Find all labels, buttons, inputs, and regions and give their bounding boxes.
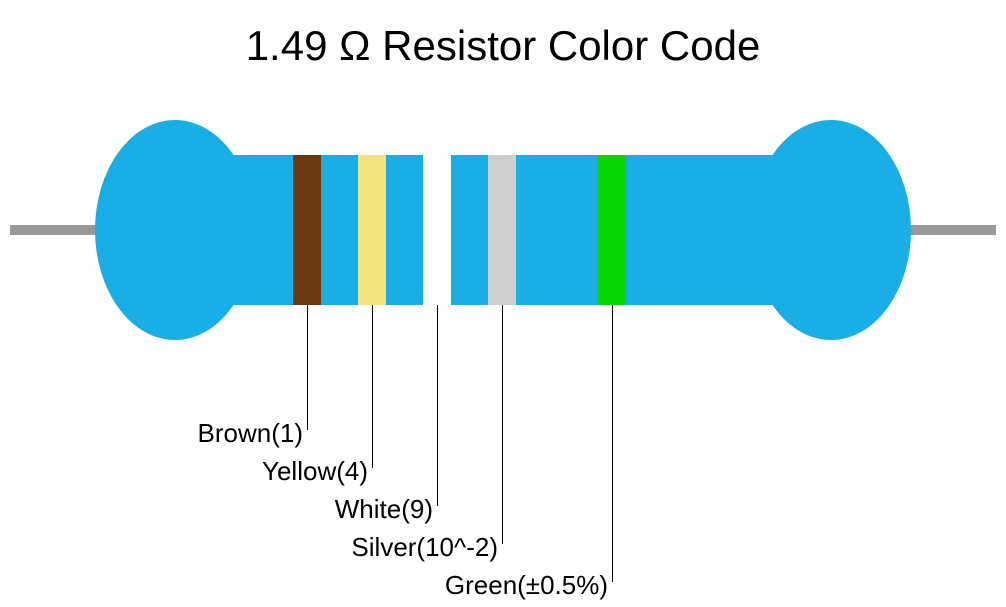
color-band-5: [598, 155, 626, 305]
color-band-1: [293, 155, 321, 305]
callout-label-2: Yellow(4): [172, 456, 368, 487]
callout-line-3: [437, 305, 438, 506]
callout-label-3: White(9): [282, 494, 433, 525]
callout-line-5: [612, 305, 613, 582]
callout-line-4: [502, 305, 503, 544]
color-band-2: [358, 155, 386, 305]
color-band-4: [488, 155, 516, 305]
resistor-diagram: [0, 100, 1006, 360]
callout-line-2: [372, 305, 373, 468]
callout-line-1: [307, 305, 308, 430]
page-title: 1.49 Ω Resistor Color Code: [0, 22, 1006, 70]
callout-label-1: Brown(1): [120, 418, 303, 449]
callout-label-4: Silver(10^-2): [282, 532, 498, 563]
callout-label-5: Green(±0.5%): [382, 570, 608, 601]
color-band-3: [423, 155, 451, 305]
